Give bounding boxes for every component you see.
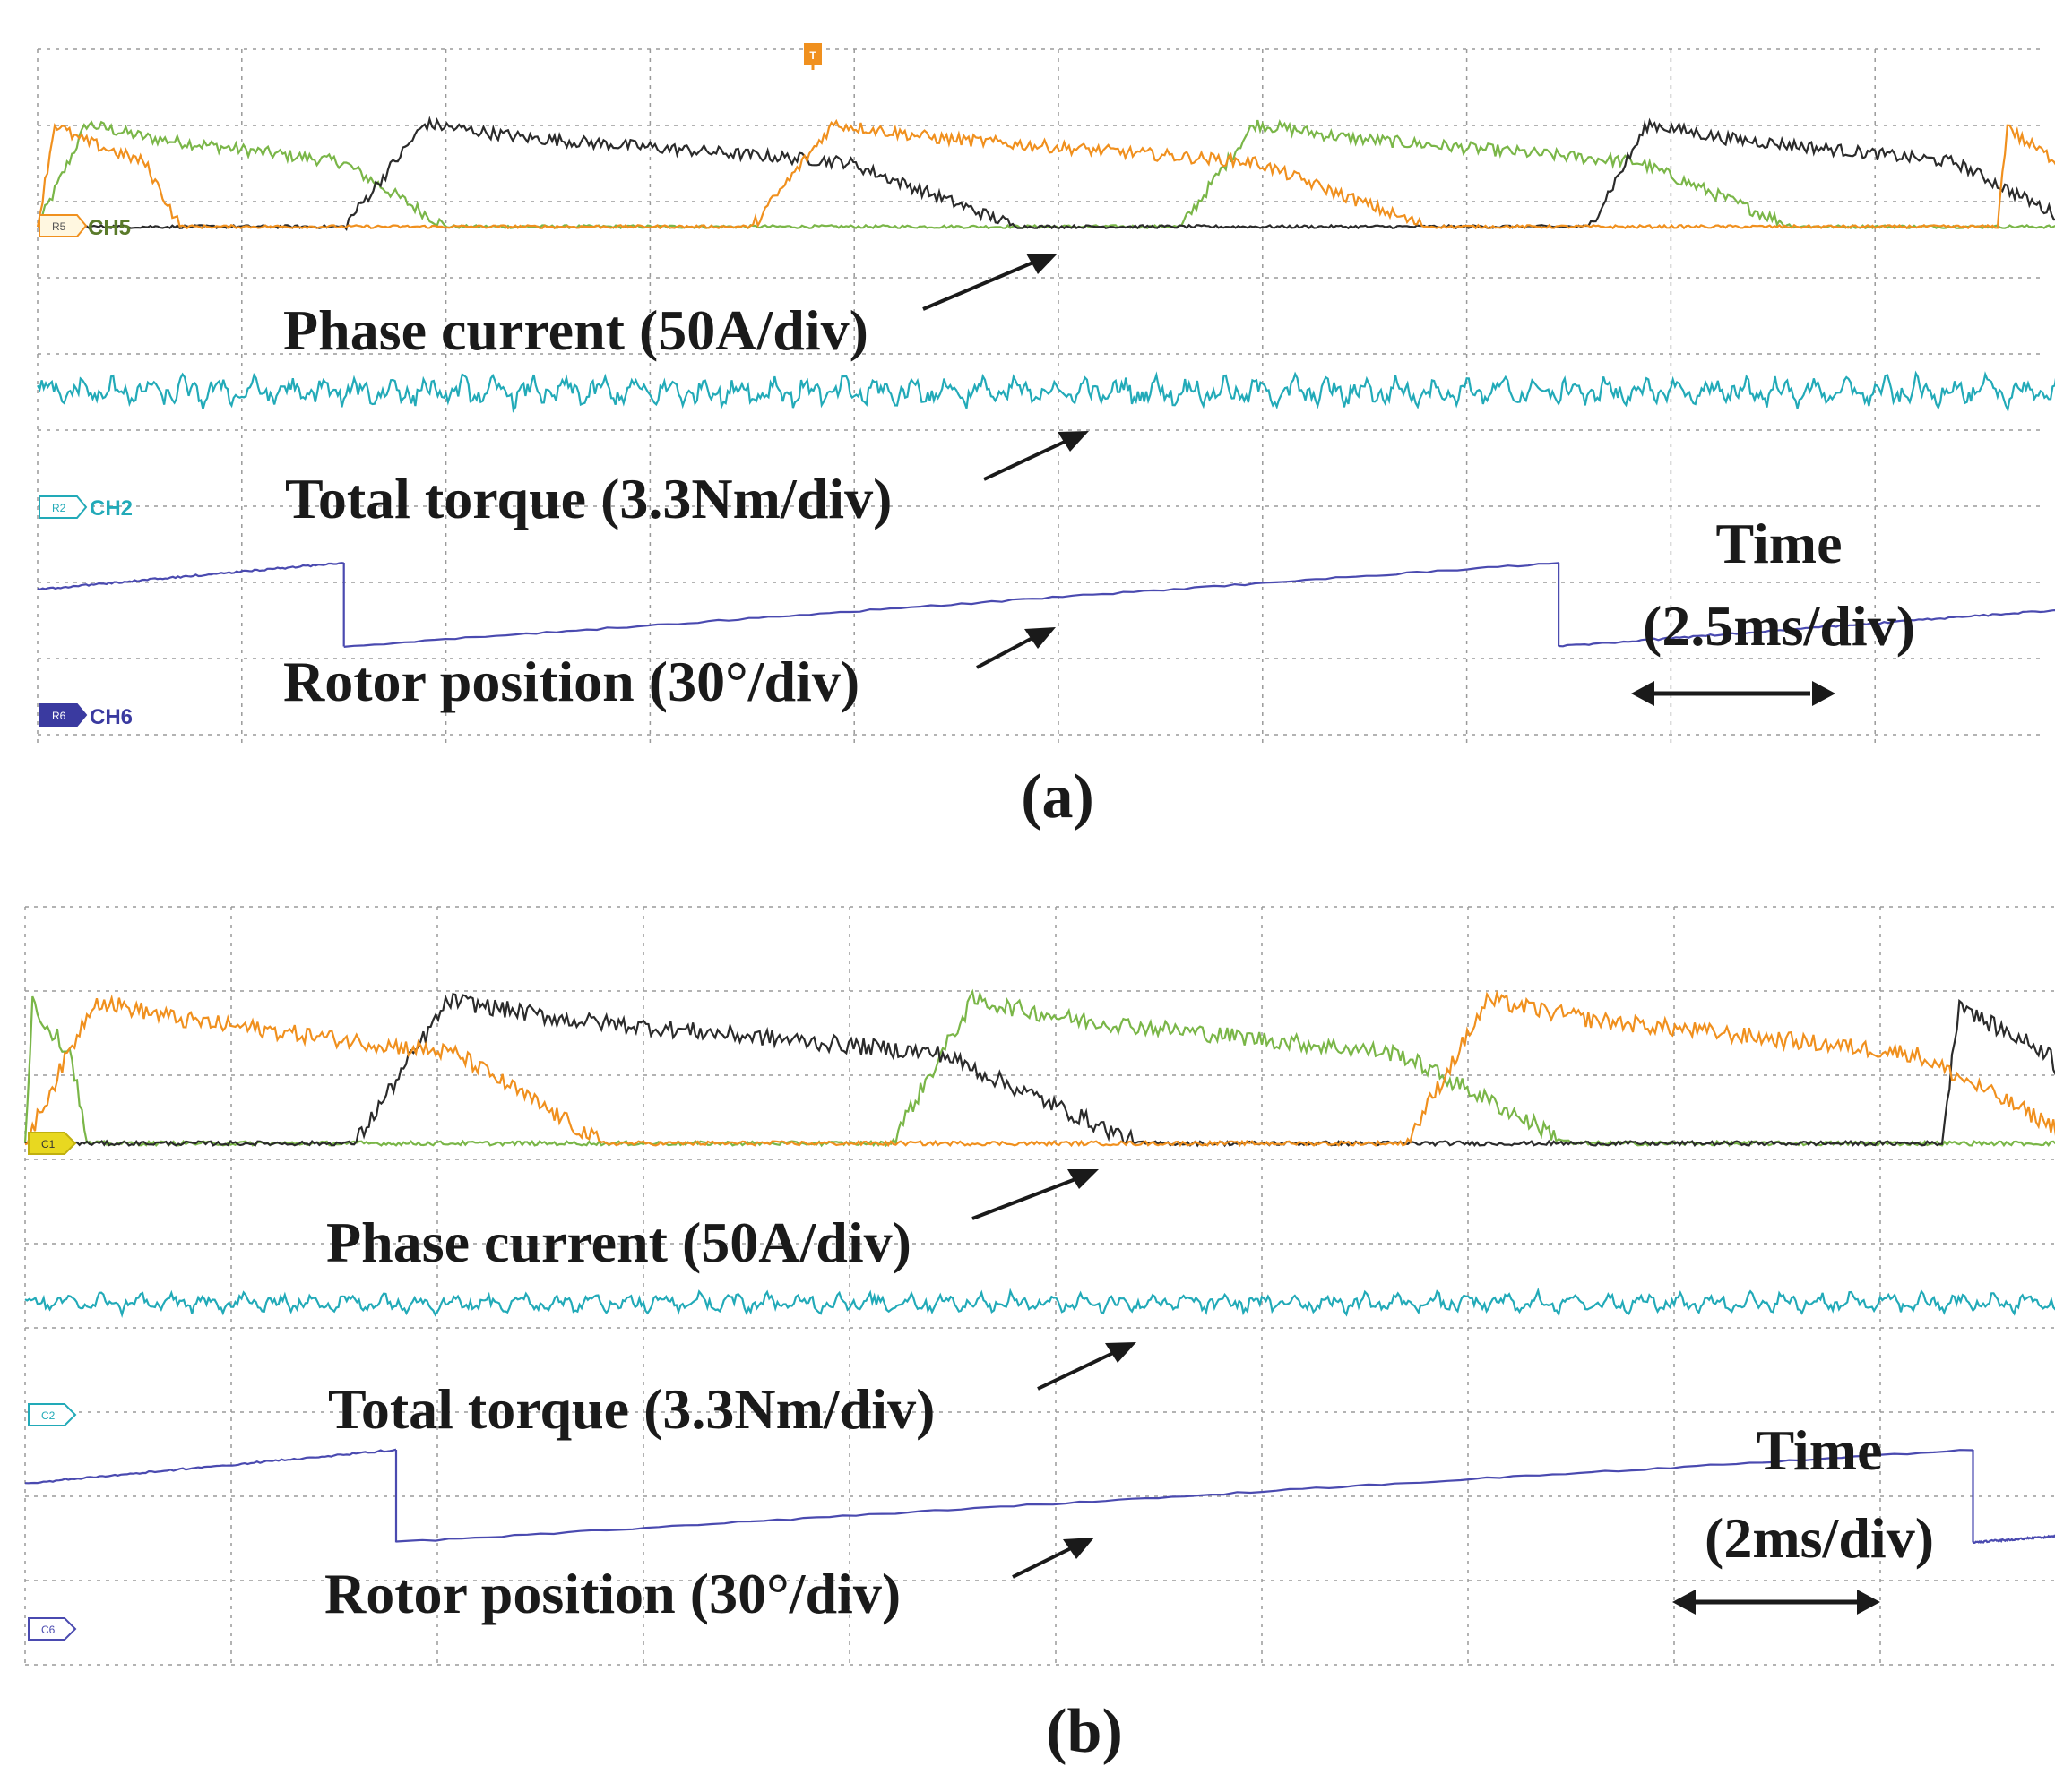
- caption-b: (b): [1046, 1697, 1123, 1766]
- time-label-a: Time: [1715, 512, 1842, 575]
- svg-text:C2: C2: [41, 1409, 56, 1422]
- channel-marker-r2: R2 CH2: [39, 495, 133, 521]
- trace-phase-current-A: [37, 119, 2055, 230]
- trace-rotor-position-ramp: [37, 562, 344, 590]
- svg-text:R5: R5: [52, 220, 66, 233]
- phase-current-label-a: Phase current (50A/div): [283, 298, 868, 362]
- channel-marker-c2: C2: [28, 1403, 77, 1426]
- svg-text:CH6: CH6: [90, 705, 133, 729]
- trace-total-torque: [24, 1287, 2055, 1319]
- time-span-arrow-b: [1672, 1590, 1880, 1615]
- trigger-marker: T: [804, 43, 822, 70]
- phase-current-label-b: Phase current (50A/div): [326, 1210, 911, 1274]
- time-span-arrow-a: [1631, 681, 1835, 706]
- traces-b: [23, 988, 2055, 1545]
- grid-a: [37, 48, 2043, 744]
- trace-phase-current-B: [37, 116, 2055, 231]
- trace-rotor-position-ramp: [343, 562, 1559, 648]
- trace-total-torque: [37, 370, 2055, 413]
- svg-text:R6: R6: [52, 710, 66, 722]
- traces-a: [36, 116, 2055, 648]
- channel-marker-c6: C6: [28, 1617, 77, 1641]
- annotation-arrows-b: [971, 1169, 1136, 1579]
- trace-rotor-position-ramp: [24, 1448, 397, 1485]
- channel-marker-c1: C1: [28, 1132, 77, 1155]
- trace-phase-current-C: [24, 989, 2055, 1148]
- rotor-position-label-b: Rotor position (30°/div): [324, 1562, 901, 1625]
- trace-rotor-position-ramp: [1972, 1534, 2055, 1545]
- trigger-label: T: [809, 49, 816, 62]
- svg-text:CH2: CH2: [90, 496, 133, 521]
- channel-marker-r6: R6 CH6: [39, 703, 133, 729]
- time-scale-a: (2.5ms/div): [1643, 594, 1915, 658]
- svg-text:C6: C6: [41, 1624, 56, 1636]
- svg-text:C1: C1: [41, 1138, 56, 1150]
- total-torque-label-b: Total torque (3.3Nm/div): [328, 1377, 935, 1441]
- trace-rotor-position-ramp: [1559, 609, 2055, 648]
- annotation-arrows-a: [922, 254, 1089, 669]
- caption-a: (a): [1021, 762, 1094, 831]
- trace-phase-current-B: [24, 992, 2055, 1148]
- svg-text:CH5: CH5: [88, 216, 131, 240]
- trace-phase-current-A: [23, 988, 2055, 1148]
- panel-b: C1 C2 C6 Phase current (50A/div) Total t…: [23, 906, 2055, 1668]
- rotor-position-label-a: Rotor position (30°/div): [283, 650, 859, 713]
- panel-a: T R5 CH5 R2 CH2 R6 CH6 Phase current (50…: [36, 43, 2055, 744]
- trace-phase-current-C: [36, 118, 2055, 230]
- time-scale-b: (2ms/div): [1705, 1506, 1934, 1570]
- svg-text:R2: R2: [52, 502, 66, 514]
- total-torque-label-a: Total torque (3.3Nm/div): [285, 467, 892, 530]
- trace-rotor-position-ramp: [395, 1449, 1973, 1543]
- channel-marker-r5: R5 CH5: [39, 214, 131, 240]
- time-label-b: Time: [1756, 1418, 1882, 1482]
